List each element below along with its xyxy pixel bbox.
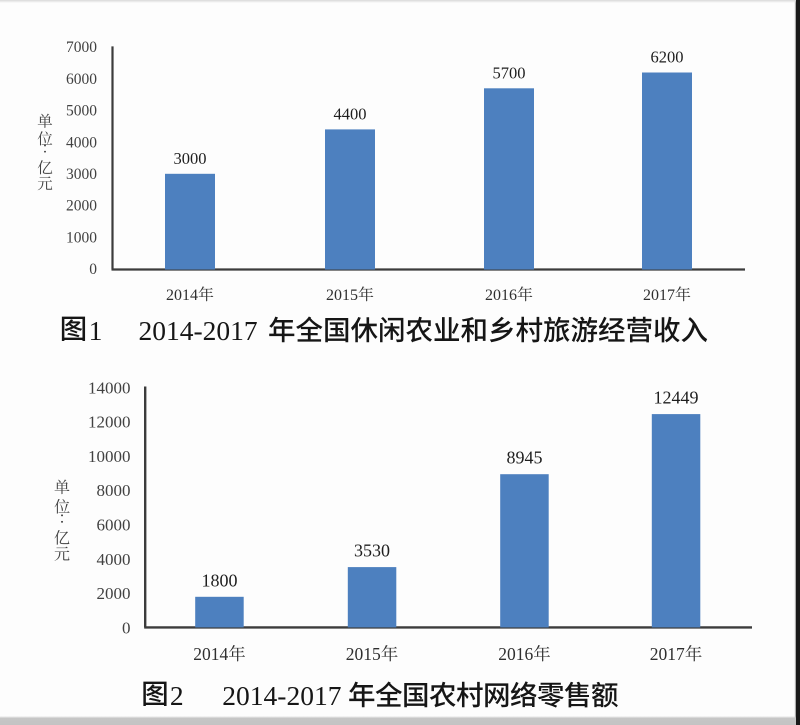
svg-text:1000: 1000 — [66, 229, 97, 246]
svg-text:2014-2017: 2014-2017 — [139, 315, 258, 346]
svg-text:2014-2017: 2014-2017 — [222, 680, 341, 711]
svg-text:2016: 2016 — [498, 644, 533, 664]
svg-text:5700: 5700 — [493, 63, 526, 82]
svg-text:6000: 6000 — [66, 71, 97, 88]
svg-text:3000: 3000 — [66, 166, 97, 183]
svg-text:3530: 3530 — [354, 541, 390, 561]
svg-text:2014: 2014 — [193, 644, 228, 664]
svg-text:2000: 2000 — [97, 584, 131, 603]
svg-text:12449: 12449 — [654, 388, 699, 408]
svg-text:5000: 5000 — [66, 103, 97, 120]
svg-text:7000: 7000 — [66, 39, 97, 56]
svg-text:2015: 2015 — [346, 644, 381, 664]
svg-text:0: 0 — [122, 618, 131, 637]
svg-text:1: 1 — [89, 315, 103, 346]
svg-text:6200: 6200 — [651, 48, 684, 67]
svg-text:8945: 8945 — [507, 448, 543, 468]
svg-text:6000: 6000 — [97, 516, 131, 535]
svg-text:4000: 4000 — [97, 550, 131, 569]
svg-text:3000: 3000 — [174, 149, 207, 168]
svg-text:4400: 4400 — [334, 104, 367, 123]
svg-text:1800: 1800 — [202, 570, 238, 590]
svg-text:2016: 2016 — [485, 287, 517, 304]
svg-text:10000: 10000 — [88, 447, 131, 466]
svg-text:2014: 2014 — [166, 287, 198, 304]
svg-text:8000: 8000 — [97, 481, 131, 500]
svg-text:12000: 12000 — [88, 413, 131, 432]
svg-text:2017: 2017 — [650, 644, 685, 664]
svg-text:2: 2 — [170, 680, 184, 711]
svg-text:2017: 2017 — [643, 287, 675, 304]
svg-text:14000: 14000 — [88, 378, 131, 397]
svg-text:2015: 2015 — [326, 287, 358, 304]
svg-text:4000: 4000 — [66, 134, 97, 151]
svg-text:0: 0 — [89, 261, 97, 278]
svg-text:2000: 2000 — [66, 198, 97, 215]
